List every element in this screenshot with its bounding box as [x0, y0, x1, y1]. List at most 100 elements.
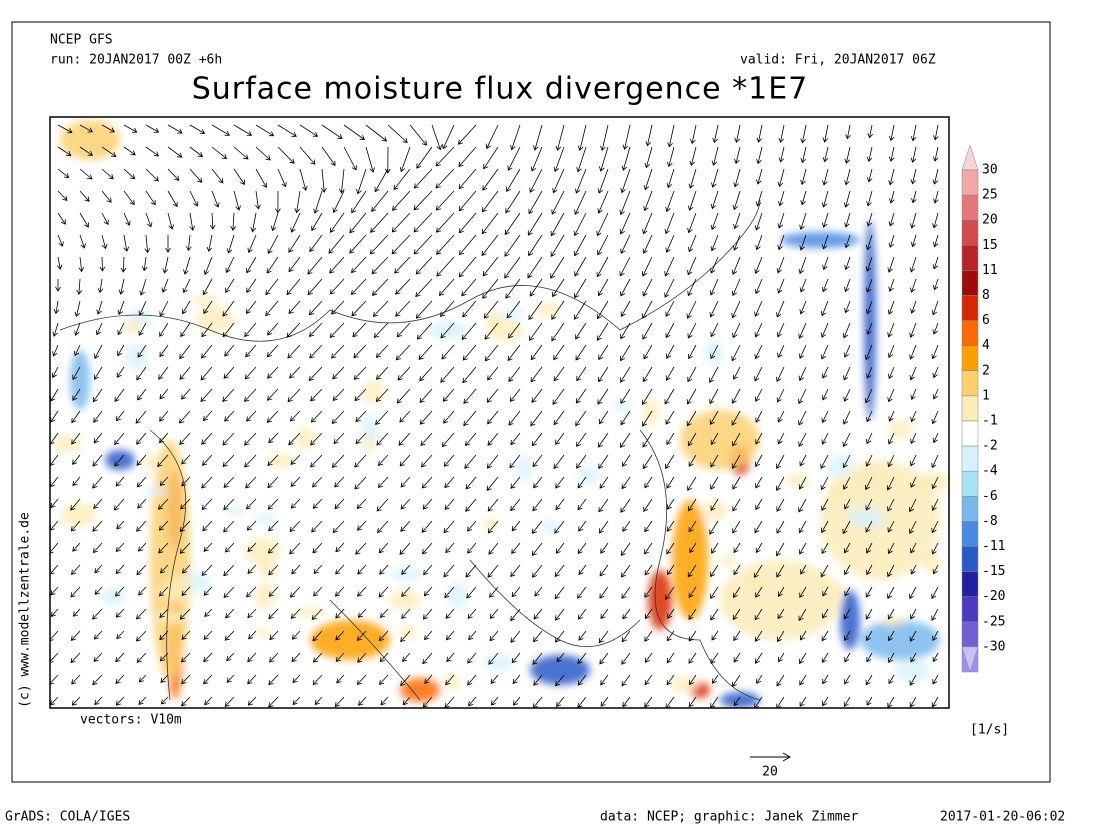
wind-arrow: [402, 652, 411, 662]
wind-arrow: [574, 300, 587, 320]
wind-arrow: [201, 498, 213, 510]
wind-arrow: [312, 498, 323, 509]
wind-arrow: [332, 366, 345, 380]
wind-arrow: [222, 454, 235, 468]
wind-arrow: [462, 344, 477, 361]
wind-arrow: [442, 388, 455, 402]
wind-arrow: [800, 190, 807, 206]
wind-arrow: [553, 366, 565, 382]
field-patch: [483, 653, 515, 672]
wind-arrow: [223, 366, 235, 379]
wind-arrow: [203, 256, 213, 276]
wind-arrow: [291, 564, 301, 575]
field-patch: [442, 674, 460, 691]
wind-arrow: [167, 168, 180, 181]
wind-arrow: [267, 454, 279, 467]
wind-arrow: [157, 498, 169, 510]
wind-arrow: [123, 146, 136, 156]
field-patch: [100, 587, 126, 607]
valid: valid: Fri, 20JAN2017 06Z: [740, 53, 936, 68]
wind-arrow: [290, 498, 301, 509]
wind-arrow: [688, 498, 697, 512]
wind-arrow: [887, 300, 895, 315]
field-patch: [720, 692, 760, 708]
wind-arrow: [424, 674, 433, 684]
wind-arrow: [483, 300, 499, 319]
wind-arrow: [57, 168, 70, 179]
wind-arrow: [933, 124, 939, 141]
wind-arrow: [223, 586, 235, 599]
wind-arrow: [597, 278, 609, 297]
colorbar-box: [961, 219, 979, 246]
wind-arrow: [201, 344, 213, 359]
wind-arrow: [423, 586, 433, 597]
wind-arrow: [484, 344, 499, 362]
wind-arrow: [620, 366, 631, 383]
wind-arrow: [72, 476, 81, 487]
field-patch: [672, 500, 708, 620]
colorbar-label: 8: [982, 288, 990, 303]
wind-arrow: [865, 608, 873, 620]
wind-arrow: [266, 322, 279, 336]
field-patch: [60, 120, 120, 160]
colorbar-box: [961, 470, 979, 497]
wind-arrow: [458, 190, 477, 212]
wind-arrow: [334, 696, 345, 708]
wind-arrow: [308, 300, 323, 316]
wind-arrow: [821, 432, 829, 445]
wind-arrow: [931, 300, 939, 316]
wind-arrow: [115, 608, 125, 618]
wind-arrow: [443, 410, 455, 424]
wind-arrow: [688, 674, 697, 686]
wind-arrow: [642, 322, 653, 340]
wind-arrow: [181, 586, 191, 596]
wind-arrow: [842, 454, 851, 469]
field-patch: [310, 620, 390, 660]
wind-arrow: [435, 212, 455, 233]
wind-arrow: [211, 146, 228, 160]
wind-arrow: [931, 608, 939, 621]
wind-arrow: [600, 608, 609, 620]
wind-arrow: [395, 300, 411, 317]
wind-arrow: [182, 300, 191, 315]
wind-arrow: [486, 454, 499, 469]
wind-arrow: [644, 542, 653, 555]
wind-arrow: [932, 652, 939, 663]
wind-arrow: [332, 388, 345, 401]
wind-arrow: [467, 674, 477, 686]
wind-arrow: [246, 520, 257, 531]
wind-arrow: [123, 124, 138, 133]
wind-arrow: [888, 212, 895, 227]
wind-arrow: [887, 630, 895, 642]
wind-arrow: [910, 124, 917, 142]
wind-arrow: [733, 630, 741, 642]
wind-arrow: [468, 630, 477, 641]
wind-arrow: [246, 410, 257, 422]
wind-arrow: [158, 432, 169, 444]
wind-arrow: [372, 300, 389, 317]
wind-arrow: [160, 674, 169, 683]
wind-arrow: [51, 366, 59, 379]
wind-arrow: [78, 256, 85, 273]
wind-arrow: [554, 586, 565, 600]
colorbar-label: -20: [982, 589, 1005, 604]
wind-arrow: [510, 124, 521, 151]
wind-arrow: [910, 300, 917, 314]
wind-arrow: [576, 454, 587, 469]
wind-arrow: [754, 520, 763, 534]
colorbar-label: 20: [982, 213, 998, 228]
wind-arrow: [115, 542, 125, 553]
colorbar-box: [961, 420, 979, 447]
wind-arrow: [510, 476, 521, 489]
wind-arrow: [887, 520, 895, 533]
wind-arrow: [533, 476, 543, 489]
wind-arrow: [334, 586, 345, 597]
wind-arrow: [138, 300, 147, 317]
field-patch: [296, 426, 315, 450]
wind-arrow: [504, 234, 521, 257]
wind-arrow: [532, 498, 543, 512]
wind-arrow: [865, 586, 873, 598]
wind-arrow: [137, 542, 147, 552]
field-patch: [254, 513, 276, 525]
wind-arrow: [620, 278, 631, 297]
